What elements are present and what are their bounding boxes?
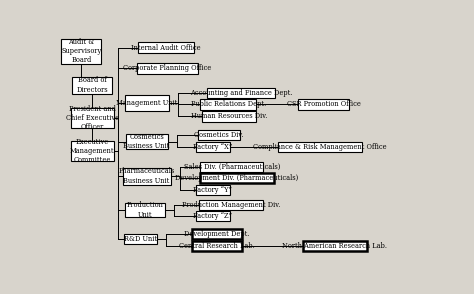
FancyBboxPatch shape [192, 241, 242, 251]
FancyBboxPatch shape [137, 63, 198, 74]
FancyBboxPatch shape [125, 203, 165, 217]
Text: Internal Audit Office: Internal Audit Office [131, 44, 201, 52]
FancyBboxPatch shape [123, 168, 171, 185]
Text: Public Relations Dept.: Public Relations Dept. [191, 100, 266, 108]
Text: Pharmaceuticals
Business Unit: Pharmaceuticals Business Unit [118, 168, 175, 185]
FancyBboxPatch shape [192, 229, 242, 239]
Text: Compliance & Risk Management Office: Compliance & Risk Management Office [253, 143, 387, 151]
Text: Cosmetics
Business Unit: Cosmetics Business Unit [124, 133, 170, 150]
FancyBboxPatch shape [201, 99, 256, 110]
Text: Sales Div. (Pharmaceuticals): Sales Div. (Pharmaceuticals) [184, 163, 280, 171]
FancyBboxPatch shape [126, 134, 168, 149]
Text: Accounting and Finance Dept.: Accounting and Finance Dept. [190, 89, 292, 97]
FancyBboxPatch shape [198, 130, 240, 140]
Text: Executive
Management
Committee: Executive Management Committee [70, 138, 115, 164]
Text: President and
Chief Executive
Officer: President and Chief Executive Officer [66, 105, 119, 131]
FancyBboxPatch shape [62, 39, 101, 64]
FancyBboxPatch shape [125, 96, 169, 111]
Text: Human Resources Div.: Human Resources Div. [191, 112, 267, 120]
Text: Factory “Y”: Factory “Y” [193, 186, 232, 194]
Text: Production Management Div.: Production Management Div. [182, 201, 280, 209]
Text: Central Research Lab.: Central Research Lab. [179, 242, 255, 250]
FancyBboxPatch shape [196, 142, 230, 152]
Text: Corporate Planning Office: Corporate Planning Office [124, 64, 212, 72]
FancyBboxPatch shape [138, 42, 194, 53]
FancyBboxPatch shape [196, 211, 230, 221]
Text: Cosmetics Div.: Cosmetics Div. [194, 131, 244, 139]
Text: North American Research Lab.: North American Research Lab. [282, 242, 387, 250]
Text: Board of
Directors: Board of Directors [76, 76, 108, 94]
Text: Factory “X”: Factory “X” [193, 143, 232, 151]
FancyBboxPatch shape [124, 235, 156, 244]
Text: Development Div. (Pharmaceuticals): Development Div. (Pharmaceuticals) [175, 174, 299, 182]
FancyBboxPatch shape [201, 162, 264, 172]
FancyBboxPatch shape [202, 111, 256, 122]
Text: Production
Unit: Production Unit [127, 201, 164, 219]
FancyBboxPatch shape [299, 99, 349, 110]
Text: Audit &
Supervisory
Board: Audit & Supervisory Board [61, 38, 101, 64]
FancyBboxPatch shape [302, 241, 367, 251]
FancyBboxPatch shape [71, 141, 114, 161]
FancyBboxPatch shape [278, 142, 362, 152]
FancyBboxPatch shape [207, 88, 275, 98]
FancyBboxPatch shape [73, 77, 112, 93]
Text: Management Unit: Management Unit [116, 99, 177, 107]
FancyBboxPatch shape [71, 108, 114, 128]
FancyBboxPatch shape [196, 185, 230, 195]
FancyBboxPatch shape [199, 200, 264, 210]
Text: CSR Promotion Office: CSR Promotion Office [287, 100, 361, 108]
FancyBboxPatch shape [201, 173, 274, 183]
Text: Development Dept.: Development Dept. [184, 230, 250, 238]
Text: R&D Unit: R&D Unit [124, 235, 156, 243]
Text: Factory “Z”: Factory “Z” [193, 212, 232, 220]
